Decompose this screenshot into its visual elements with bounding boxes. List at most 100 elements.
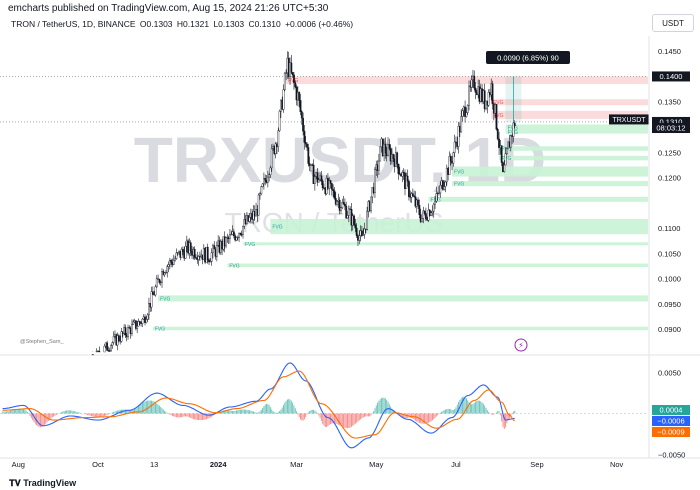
candle-down — [108, 350, 111, 352]
candle-up — [487, 92, 490, 106]
candle-up — [141, 318, 144, 324]
candle-up — [422, 210, 425, 219]
currency-selector[interactable]: USDT — [652, 14, 694, 32]
candle-down — [298, 92, 301, 101]
candle-up — [278, 111, 281, 131]
candle-down — [423, 210, 426, 214]
candle-up — [235, 237, 238, 241]
candle-up — [313, 176, 316, 184]
candle-down — [134, 320, 137, 329]
candle-down — [321, 180, 324, 189]
fvg-zone-green — [499, 146, 648, 151]
candle-up — [370, 196, 372, 212]
candle-down — [353, 215, 355, 225]
candle-down — [360, 230, 363, 236]
candle-up — [238, 232, 240, 238]
candle-up — [340, 207, 342, 211]
candle-up — [263, 178, 265, 185]
candle-up — [159, 281, 162, 283]
macd-value-box — [652, 427, 690, 437]
candle-up — [448, 156, 451, 175]
price-label: 0.1310 — [660, 117, 683, 126]
candle-up — [261, 183, 264, 187]
ohlc-open: O0.1303 — [139, 19, 173, 29]
candle-down — [189, 242, 192, 252]
candle-up — [445, 168, 448, 183]
ohlc-high: H0.1321 — [176, 19, 210, 29]
fvg-zone-green — [158, 295, 649, 302]
macd-value-box — [652, 405, 690, 415]
candle-up — [150, 291, 153, 308]
candle-down — [264, 178, 267, 181]
candle-up — [285, 72, 288, 74]
candle-up — [174, 258, 176, 261]
candle-down — [98, 350, 101, 353]
candle-up — [131, 324, 133, 334]
time-axis-tick: May — [369, 460, 383, 469]
fvg-label: FVG — [454, 182, 464, 188]
candle-down — [299, 100, 302, 112]
tradingview-logo[interactable]: 𝐓𝐕 TradingView — [9, 478, 76, 489]
candle-down — [441, 180, 444, 190]
price-axis-tick: 0.1250 — [658, 148, 681, 157]
fvg-label: FVG — [272, 225, 282, 231]
candle-down — [290, 62, 293, 73]
price-label-box — [652, 116, 690, 127]
price-label: 08:03:12 — [656, 124, 685, 133]
candle-down — [330, 183, 333, 190]
candle-down — [384, 143, 387, 154]
fvg-zone-green — [152, 326, 648, 331]
candle-up — [431, 211, 434, 213]
candle-up — [112, 336, 115, 343]
fvg-label: FVG — [160, 296, 170, 302]
candle-up — [468, 85, 470, 106]
price-label-box — [652, 123, 690, 134]
signal-line — [2, 370, 516, 439]
candle-down — [320, 175, 323, 182]
fvg-zone-red — [491, 110, 648, 119]
candle-up — [506, 148, 508, 154]
candle-up — [466, 105, 469, 113]
candle-up — [504, 153, 507, 166]
ohlc-close: C0.1310 — [248, 19, 281, 29]
candle-up — [103, 345, 106, 353]
candle-down — [170, 260, 173, 263]
price-axis-tick: 0.1050 — [658, 249, 681, 258]
candle-down — [397, 163, 400, 174]
candle-up — [172, 260, 175, 265]
candle-up — [166, 266, 169, 273]
candle-down — [491, 83, 494, 104]
candle-up — [120, 331, 123, 342]
candle-down — [182, 249, 184, 252]
candle-up — [197, 256, 200, 261]
candle-down — [406, 175, 409, 182]
fvg-zone-green — [505, 130, 648, 134]
candle-up — [470, 79, 473, 88]
candle-up — [242, 226, 244, 235]
candle-up — [91, 354, 94, 356]
candle-down — [342, 202, 345, 205]
candle-up — [430, 212, 433, 216]
fvg-zone-green — [505, 124, 648, 131]
candle-up — [110, 345, 112, 351]
price-label-box — [652, 71, 690, 82]
candle-up — [512, 122, 515, 137]
candle-up — [377, 160, 380, 171]
candle-up — [444, 181, 447, 187]
tradingview-brand: TradingView — [23, 478, 77, 488]
candle-up — [435, 193, 438, 202]
fvg-label: FVG — [155, 326, 165, 332]
lightning-icon — [514, 338, 528, 352]
candle-up — [374, 169, 376, 193]
candle-up — [161, 271, 163, 283]
time-axis-tick: Sep — [530, 460, 543, 469]
price-axis-tick: 0.1100 — [658, 224, 680, 233]
macd-value-label: 0.0004 — [660, 406, 683, 415]
candle-down — [206, 246, 209, 261]
candle-down — [455, 141, 457, 143]
symbol-name[interactable]: TRON / TetherUS, 1D, BINANCE — [11, 19, 136, 29]
candle-up — [457, 126, 460, 147]
candle-up — [401, 172, 404, 177]
time-axis-tick: Jul — [451, 460, 461, 469]
